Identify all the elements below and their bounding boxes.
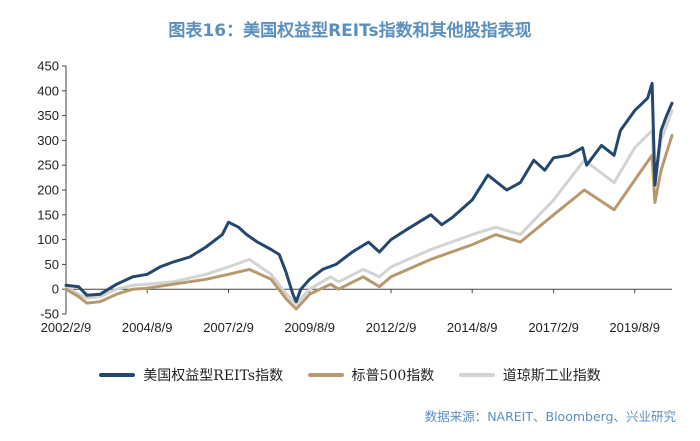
- x-tick-label: 2002/2/9: [41, 320, 92, 335]
- y-tick-label: 200: [37, 183, 59, 198]
- series-line-dow: [64, 109, 674, 306]
- series-line-sp500: [64, 133, 674, 311]
- y-tick-label: -50: [40, 307, 59, 322]
- legend-label-reits: 美国权益型REITs指数: [143, 368, 284, 384]
- y-tick-label: 300: [37, 133, 59, 148]
- legend-label-dow: 道琼斯工业指数: [502, 368, 601, 384]
- legend-item-reits: 美国权益型REITs指数: [99, 365, 283, 385]
- source-note: 数据来源：NAREIT、Bloomberg、兴业研究: [424, 409, 676, 424]
- chart-title: 图表16：美国权益型REITs指数和其他股指表现: [168, 21, 532, 41]
- legend: 美国权益型REITs指数 标普500指数 道琼斯工业指数: [0, 365, 700, 385]
- x-axis: 2002/2/9 2004/8/9 2007/2/9 2009/8/9 2012/2/9…: [41, 288, 672, 335]
- x-tick-label: 2012/2/9: [366, 320, 417, 335]
- legend-label-sp500: 标普500指数: [351, 368, 435, 384]
- y-tick-label: 50: [45, 257, 59, 272]
- x-tick-label: 2004/8/9: [122, 320, 173, 335]
- y-tick-label: 100: [37, 232, 59, 247]
- plot-area: [64, 81, 674, 311]
- legend-item-sp500: 标普500指数: [307, 365, 435, 385]
- series-line-reits: [64, 81, 674, 304]
- x-tick-label: 2014/8/9: [447, 320, 498, 335]
- x-tick-label: 2017/2/9: [528, 320, 579, 335]
- x-tick-label: 2009/8/9: [284, 320, 335, 335]
- x-tick-label: 2019/8/9: [609, 320, 660, 335]
- y-axis: -50 0 50 100 150 200 250 300 350 400 450: [37, 59, 67, 322]
- y-tick-label: 350: [37, 108, 59, 123]
- legend-swatch-sp500: [307, 373, 344, 377]
- legend-item-dow: 道琼斯工业指数: [458, 365, 601, 385]
- y-tick-label: 0: [52, 282, 59, 297]
- x-tick-label: 2007/2/9: [203, 320, 254, 335]
- y-tick-label: 400: [37, 83, 59, 98]
- y-tick-label: 150: [37, 207, 59, 222]
- y-tick-label: 250: [37, 158, 59, 173]
- y-tick-label: 450: [37, 59, 59, 74]
- legend-swatch-reits: [99, 373, 136, 377]
- legend-swatch-dow: [458, 373, 495, 377]
